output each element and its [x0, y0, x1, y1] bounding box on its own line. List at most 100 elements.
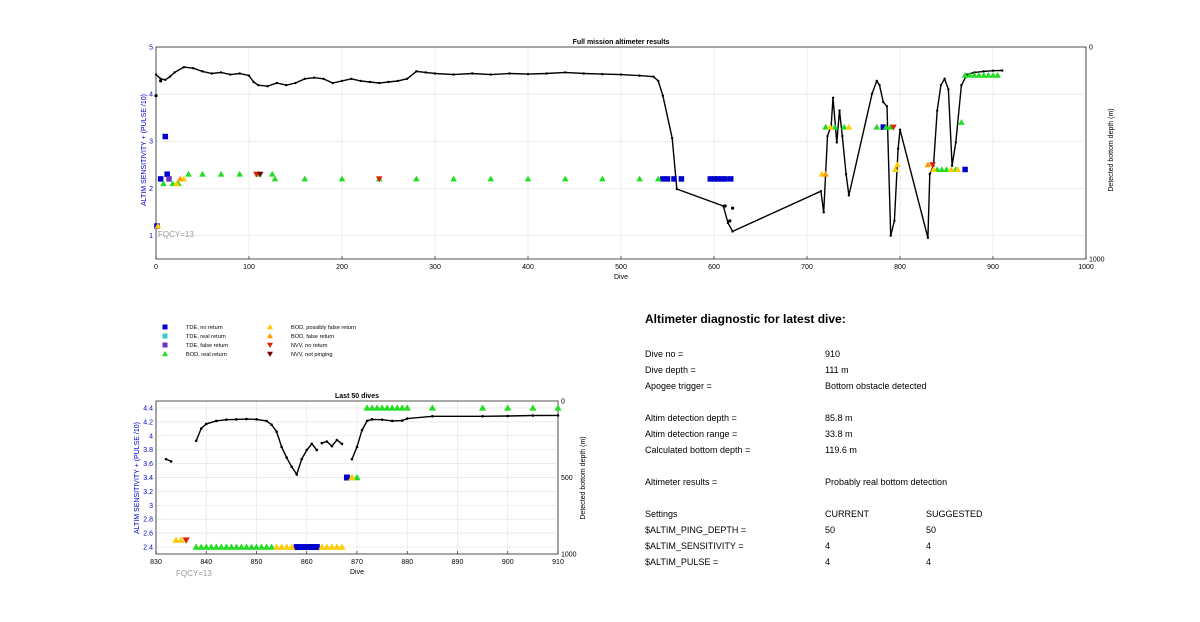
bod-real-return-marker	[428, 404, 436, 411]
depth-point	[182, 65, 186, 69]
depth-point	[340, 442, 344, 446]
bod-real-return-marker	[985, 71, 992, 78]
y-tick-label: 3.2	[143, 489, 153, 496]
bod-real-return-marker	[961, 71, 969, 78]
x-tick-label: 0	[154, 264, 158, 271]
legend-label: TDE, false return	[186, 343, 228, 349]
legend-marker	[267, 333, 273, 339]
tde-no-return-marker	[343, 474, 350, 481]
bod-real-return-marker	[247, 543, 256, 550]
y-tick-label: 3.6	[143, 461, 153, 468]
legend-item: TDE, real return	[162, 333, 226, 340]
depth-point	[285, 83, 288, 87]
depth-point	[896, 147, 900, 150]
depth-point	[229, 73, 232, 76]
bod-real-return-marker	[873, 123, 881, 130]
calculated-depth-value: 119.6 m	[825, 445, 857, 455]
ping-depth-current: 50	[825, 525, 836, 535]
depth-point	[531, 414, 535, 417]
y2-axis-label: Detected bottom depth (m)	[580, 436, 587, 519]
depth-line	[155, 66, 1003, 238]
bod-false-return-marker	[822, 170, 829, 177]
y2-axis-label: Detected bottom depth (m)	[1108, 108, 1115, 191]
depth-point	[939, 83, 943, 87]
tde-no-return-marker	[711, 176, 717, 182]
tde-no-return-marker	[660, 176, 666, 182]
depth-point	[822, 211, 825, 214]
bod-real-return-marker	[252, 543, 261, 550]
sensitivity-suggested: 4	[926, 541, 932, 551]
bod-real-return-marker	[262, 543, 271, 550]
x-axis-ticks: 0 100 200 300 400 500 600 700 800 900 1000	[154, 256, 1094, 271]
bod-real-return-marker	[994, 71, 1001, 78]
tde-no-return-marker	[162, 133, 169, 140]
bod-real-return-marker	[271, 175, 279, 182]
calculated-depth-row: Calculated bottom depth = 119.6 m	[645, 445, 1165, 461]
depth-point	[194, 439, 198, 443]
grid	[155, 46, 1087, 259]
bod-possibly-false-marker	[826, 123, 834, 130]
depth-point	[219, 71, 223, 74]
depth-point	[355, 445, 359, 449]
bod-possibly-false-marker	[845, 123, 853, 130]
depth-point	[452, 73, 455, 76]
bod-real-return-marker	[237, 543, 246, 550]
depth-point	[870, 92, 874, 95]
depth-point	[335, 438, 339, 442]
depth-point	[255, 418, 258, 421]
depth-point	[330, 444, 334, 448]
depth-point	[350, 457, 354, 461]
depth-point	[556, 414, 560, 417]
depth-point	[303, 77, 306, 81]
depth-point	[322, 77, 325, 81]
bod-real-return-marker	[980, 71, 987, 78]
y-tick-label: 3.8	[143, 447, 153, 454]
depth-point	[582, 72, 585, 75]
y2-tick-label: 0	[561, 399, 565, 406]
sensitivity-current: 4	[825, 541, 831, 551]
depth-point	[159, 79, 163, 83]
dive-depth-row: Dive depth = 111 m	[645, 365, 1165, 381]
depth-point	[481, 415, 484, 418]
bod-possibly-false-marker	[278, 543, 286, 550]
depth-point	[731, 206, 735, 210]
depth-point	[350, 77, 353, 81]
depth-point	[215, 419, 218, 423]
apogee-value: Bottom obstacle detected	[825, 381, 927, 391]
legend-label: TDE, no return	[186, 325, 223, 331]
depth-point	[201, 70, 204, 73]
depth-point	[305, 448, 309, 452]
depth-point	[252, 80, 255, 84]
depth-point	[380, 418, 384, 421]
current-header: CURRENT	[825, 509, 869, 519]
depth-point	[670, 136, 674, 140]
depth-point	[390, 419, 394, 423]
depth-point	[619, 73, 623, 76]
bod-real-return-marker	[236, 170, 243, 177]
full-mission-chart: Full mission altimeter results 0 100 200 30…	[141, 39, 1115, 281]
depth-point	[947, 88, 950, 91]
depth-point	[294, 81, 297, 85]
bod-real-return-marker	[267, 543, 276, 550]
depth-point	[424, 71, 427, 74]
depth-point	[471, 72, 474, 75]
y-tick-label: 5	[149, 45, 153, 52]
depth-point	[878, 83, 881, 87]
bod-real-return-marker	[185, 170, 192, 177]
calculated-depth-label: Calculated bottom depth =	[645, 445, 751, 455]
y2-tick-label: 0	[1089, 45, 1093, 52]
bod-possibly-false-marker	[328, 543, 336, 550]
results-value: Probably real bottom detection	[825, 477, 948, 487]
depth-point	[564, 71, 567, 74]
x-axis-ticks: 830 840 850 860 870 880 890 900 910	[150, 551, 564, 566]
depth-point	[400, 419, 404, 422]
depth-point	[173, 71, 176, 74]
y-tick-label: 3	[149, 503, 153, 510]
x-tick-label: 800	[894, 264, 906, 271]
depth-point	[728, 219, 732, 223]
chart-title: Last 50 dives	[335, 393, 379, 400]
bod-real-return-marker	[160, 180, 167, 187]
bod-real-return-marker	[975, 71, 983, 78]
depth-point	[204, 422, 208, 426]
depth-point	[885, 105, 889, 108]
